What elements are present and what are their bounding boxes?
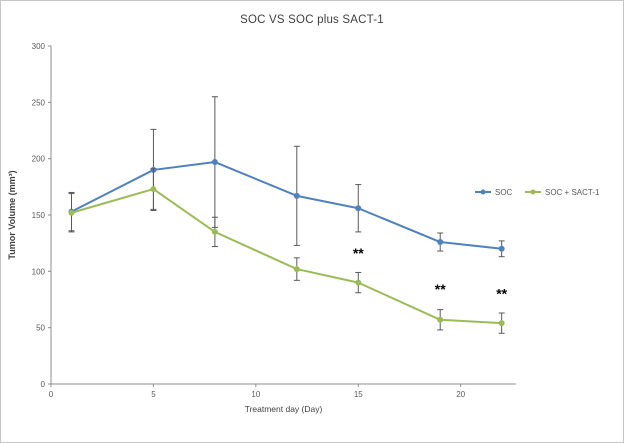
data-point-marker <box>68 209 75 216</box>
chart-title: SOC VS SOC plus SACT-1 <box>240 14 384 26</box>
series-line <box>70 161 503 250</box>
data-point-marker <box>355 205 362 212</box>
legend-label: SOC <box>495 188 513 197</box>
legend-label: SOC + SACT-1 <box>545 188 600 197</box>
legend-marker <box>480 189 486 195</box>
data-point-marker <box>498 320 505 327</box>
y-tick-label: 200 <box>32 155 46 164</box>
data-point-marker <box>437 239 444 246</box>
x-tick-label: 5 <box>151 390 156 399</box>
y-tick-label: 250 <box>32 98 46 107</box>
series-line <box>70 188 503 325</box>
x-tick-label: 20 <box>456 390 465 399</box>
significance-annotation: ** <box>435 281 446 297</box>
data-point-marker <box>150 186 157 193</box>
y-tick-label: 50 <box>36 324 45 333</box>
data-point-marker <box>498 245 505 252</box>
x-tick-label: 15 <box>354 390 363 399</box>
data-point-marker <box>293 266 300 273</box>
data-point-marker <box>211 159 218 166</box>
y-axis-title: Tumor Volume (mm³) <box>7 170 17 259</box>
legend-marker <box>530 189 536 195</box>
x-tick-label: 10 <box>251 390 260 399</box>
y-tick-label: 150 <box>32 211 46 220</box>
data-point-marker <box>293 192 300 199</box>
x-axis-title: Treatment day (Day) <box>245 404 323 414</box>
significance-annotation: ** <box>353 245 364 261</box>
y-tick-label: 300 <box>32 42 46 51</box>
series-soc-sact-1 <box>68 168 505 334</box>
x-tick-label: 0 <box>49 390 54 399</box>
data-point-marker <box>355 279 362 286</box>
data-point-marker <box>211 228 218 235</box>
series-soc <box>68 96 505 258</box>
significance-annotation: ** <box>496 285 507 301</box>
y-tick-label: 100 <box>32 267 46 276</box>
y-tick-label: 0 <box>41 380 46 389</box>
legend: SOC SOC + SACT-1 <box>475 188 600 197</box>
data-point-marker <box>437 316 444 323</box>
